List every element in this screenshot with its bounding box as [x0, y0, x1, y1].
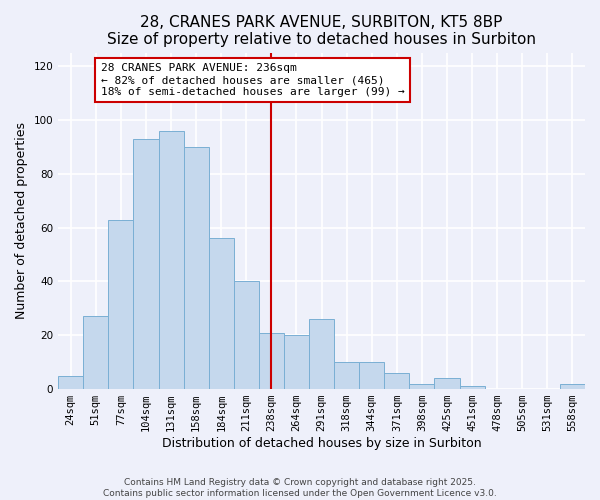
Bar: [560, 384, 585, 389]
Text: Contains HM Land Registry data © Crown copyright and database right 2025.
Contai: Contains HM Land Registry data © Crown c…: [103, 478, 497, 498]
Bar: [184, 147, 209, 389]
Bar: [209, 238, 234, 389]
Title: 28, CRANES PARK AVENUE, SURBITON, KT5 8BP
Size of property relative to detached : 28, CRANES PARK AVENUE, SURBITON, KT5 8B…: [107, 15, 536, 48]
Bar: [359, 362, 385, 389]
Bar: [58, 376, 83, 389]
Text: 28 CRANES PARK AVENUE: 236sqm
← 82% of detached houses are smaller (465)
18% of : 28 CRANES PARK AVENUE: 236sqm ← 82% of d…: [101, 64, 404, 96]
Bar: [109, 220, 133, 389]
X-axis label: Distribution of detached houses by size in Surbiton: Distribution of detached houses by size …: [162, 437, 481, 450]
Bar: [133, 139, 158, 389]
Bar: [385, 373, 409, 389]
Bar: [259, 332, 284, 389]
Bar: [284, 336, 309, 389]
Bar: [434, 378, 460, 389]
Bar: [309, 319, 334, 389]
Bar: [334, 362, 359, 389]
Bar: [83, 316, 109, 389]
Bar: [460, 386, 485, 389]
Bar: [158, 131, 184, 389]
Bar: [234, 282, 259, 389]
Bar: [409, 384, 434, 389]
Y-axis label: Number of detached properties: Number of detached properties: [15, 122, 28, 320]
